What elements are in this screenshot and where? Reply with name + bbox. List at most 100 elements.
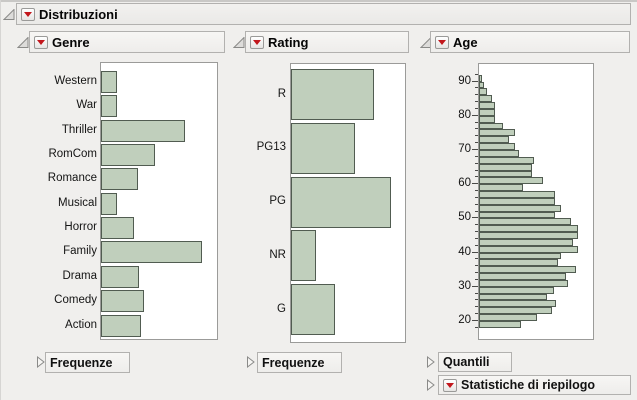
- category-label: PG: [269, 195, 286, 208]
- menu-button-icon[interactable]: [443, 378, 457, 392]
- disclosure-closed-icon[interactable]: [426, 379, 435, 391]
- histogram-bar[interactable]: [479, 266, 576, 274]
- histogram-bar[interactable]: [479, 300, 556, 308]
- histogram-bar[interactable]: [291, 230, 316, 282]
- histogram-bar[interactable]: [479, 108, 495, 116]
- histogram-bar[interactable]: [479, 122, 503, 130]
- menu-button-icon[interactable]: [34, 35, 48, 49]
- age-quantiles-button[interactable]: Quantili: [438, 352, 512, 372]
- category-label: Thriller: [61, 123, 97, 136]
- histogram-bar[interactable]: [479, 238, 573, 246]
- histogram-bar[interactable]: [479, 184, 523, 192]
- disclosure-open-icon[interactable]: [3, 9, 15, 21]
- category-label: Horror: [64, 221, 97, 234]
- category-label: Musical: [58, 196, 97, 209]
- age-quantiles-label: Quantili: [443, 355, 490, 369]
- dropdown-triangle-icon: [446, 382, 454, 388]
- axis-minor-tick: [475, 306, 478, 308]
- histogram-bar[interactable]: [479, 143, 515, 150]
- histogram-bar[interactable]: [479, 252, 561, 260]
- histogram-bar[interactable]: [479, 88, 487, 96]
- histogram-bar[interactable]: [479, 293, 547, 301]
- histogram-bar[interactable]: [479, 81, 484, 89]
- axis-tick-label: 20: [458, 314, 471, 326]
- histogram-bar[interactable]: [479, 197, 555, 205]
- axis-minor-tick: [475, 176, 478, 178]
- histogram-bar[interactable]: [479, 204, 561, 212]
- axis-minor-tick: [475, 210, 478, 212]
- histogram-bar[interactable]: [479, 225, 578, 233]
- category-label: Drama: [62, 269, 97, 282]
- histogram-bar[interactable]: [101, 265, 139, 288]
- histogram-bar[interactable]: [101, 119, 185, 142]
- histogram-bar[interactable]: [479, 115, 495, 123]
- histogram-bar[interactable]: [479, 150, 519, 157]
- rating-panel-title: Rating: [268, 34, 309, 50]
- histogram-bar[interactable]: [479, 314, 537, 321]
- histogram-bar[interactable]: [291, 122, 355, 174]
- disclosure-closed-icon[interactable]: [36, 356, 45, 368]
- category-label: PG13: [256, 141, 286, 154]
- histogram-bar[interactable]: [479, 163, 532, 171]
- disclosure-closed-icon[interactable]: [246, 356, 255, 368]
- rating-panel-header: Rating: [245, 31, 409, 53]
- histogram-bar[interactable]: [291, 69, 374, 120]
- histogram-bar[interactable]: [101, 192, 117, 215]
- histogram-bar[interactable]: [479, 191, 555, 198]
- histogram-bar[interactable]: [479, 218, 571, 226]
- age-histogram-plot: [478, 63, 594, 340]
- histogram-bar[interactable]: [479, 129, 515, 137]
- axis-minor-tick: [475, 299, 478, 301]
- histogram-bar[interactable]: [479, 211, 555, 219]
- histogram-bar[interactable]: [479, 74, 482, 82]
- category-label: R: [277, 87, 286, 100]
- axis-minor-tick: [475, 142, 478, 144]
- disclosure-closed-icon[interactable]: [426, 356, 435, 368]
- histogram-bar[interactable]: [101, 217, 134, 240]
- histogram-bar[interactable]: [479, 177, 543, 185]
- histogram-bar[interactable]: [101, 71, 117, 93]
- histogram-bar[interactable]: [479, 156, 534, 164]
- histogram-bar[interactable]: [101, 95, 117, 118]
- histogram-bar[interactable]: [101, 144, 155, 167]
- histogram-bar[interactable]: [479, 259, 558, 267]
- histogram-bar[interactable]: [291, 284, 335, 336]
- genre-frequencies-button[interactable]: Frequenze: [45, 352, 130, 373]
- axis-minor-tick: [475, 169, 478, 171]
- histogram-bar[interactable]: [479, 321, 521, 328]
- histogram-bar[interactable]: [479, 307, 552, 315]
- histogram-bar[interactable]: [101, 168, 138, 191]
- histogram-bar[interactable]: [101, 290, 144, 313]
- rating-frequencies-button[interactable]: Frequenze: [257, 352, 342, 373]
- category-label: Action: [65, 318, 97, 331]
- axis-minor-tick: [475, 237, 478, 239]
- axis-minor-tick: [475, 155, 478, 157]
- histogram-bar[interactable]: [479, 136, 509, 144]
- dropdown-triangle-icon: [37, 39, 45, 45]
- axis-major-tick: [472, 320, 478, 321]
- histogram-bar[interactable]: [479, 273, 566, 280]
- histogram-bar[interactable]: [479, 232, 578, 239]
- menu-button-icon[interactable]: [435, 35, 449, 49]
- histogram-bar[interactable]: [479, 286, 554, 294]
- histogram-bar[interactable]: [479, 170, 532, 178]
- category-label: RomCom: [48, 148, 97, 161]
- histogram-bar[interactable]: [479, 245, 578, 253]
- histogram-bar[interactable]: [101, 314, 141, 337]
- dropdown-triangle-icon: [253, 39, 261, 45]
- age-summary-statistics-button[interactable]: Statistiche di riepilogo: [438, 375, 631, 395]
- disclosure-open-icon[interactable]: [233, 37, 245, 49]
- axis-minor-tick: [475, 278, 478, 280]
- menu-button-icon[interactable]: [21, 7, 35, 21]
- axis-minor-tick: [475, 265, 478, 267]
- disclosure-open-icon[interactable]: [17, 37, 29, 49]
- category-label: NR: [269, 248, 286, 261]
- axis-major-tick: [472, 251, 478, 253]
- histogram-bar[interactable]: [479, 95, 492, 103]
- dropdown-triangle-icon: [438, 39, 446, 45]
- histogram-bar[interactable]: [101, 241, 202, 264]
- histogram-bar[interactable]: [291, 176, 391, 228]
- histogram-bar[interactable]: [479, 279, 568, 287]
- histogram-bar[interactable]: [479, 102, 495, 109]
- menu-button-icon[interactable]: [250, 35, 264, 49]
